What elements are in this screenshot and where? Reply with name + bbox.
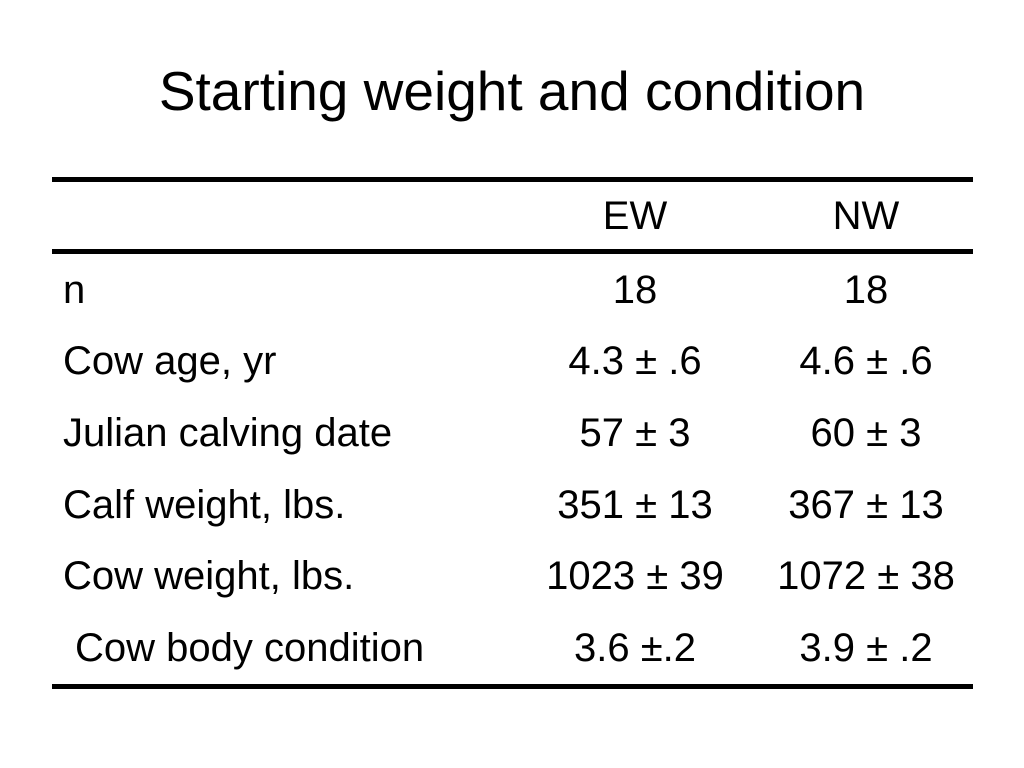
cell-nw: 4.6 ± .6 — [799, 339, 933, 384]
cell-nw: 60 ± 3 — [810, 411, 922, 456]
table-row-cow-weight: Cow weight, lbs. 1023 ± 39 1072 ± 38 — [52, 541, 973, 613]
table-header-rule — [52, 249, 973, 254]
column-header-ew: EW — [602, 193, 668, 238]
cell-ew: 18 — [612, 267, 658, 312]
table-top-rule — [52, 177, 973, 182]
cell-nw: 367 ± 13 — [788, 482, 944, 527]
row-label: Cow body condition — [75, 626, 425, 671]
row-label: Calf weight, lbs. — [63, 482, 346, 527]
cell-ew: 1023 ± 39 — [546, 554, 724, 599]
row-label: Cow age, yr — [63, 339, 277, 384]
cell-nw: 1072 ± 38 — [777, 554, 955, 599]
table-row-calf-weight: Calf weight, lbs. 351 ± 13 367 ± 13 — [52, 469, 973, 541]
row-label: Julian calving date — [63, 411, 393, 456]
column-header-nw: NW — [832, 193, 900, 238]
cell-nw: 18 — [843, 267, 889, 312]
cell-ew: 3.6 ±.2 — [573, 626, 697, 671]
table-row-cow-age: Cow age, yr 4.3 ± .6 4.6 ± .6 — [52, 326, 973, 398]
table-row-n: n 18 18 — [52, 254, 973, 326]
cell-ew: 4.3 ± .6 — [568, 339, 702, 384]
table-row-julian-calving-date: Julian calving date 57 ± 3 60 ± 3 — [52, 397, 973, 469]
table-bottom-rule — [52, 683, 973, 689]
row-label: Cow weight, lbs. — [63, 554, 355, 599]
table-header-row: EW NW — [52, 182, 973, 249]
table-row-cow-body-condition: Cow body condition 3.6 ±.2 3.9 ± .2 — [52, 612, 973, 684]
data-table: EW NW n 18 18 Cow age, yr 4.3 ± .6 4.6 ±… — [52, 177, 973, 689]
row-label: n — [63, 267, 86, 312]
slide-title: Starting weight and condition — [158, 60, 866, 122]
cell-ew: 57 ± 3 — [579, 411, 691, 456]
cell-ew: 351 ± 13 — [557, 482, 713, 527]
cell-nw: 3.9 ± .2 — [799, 626, 933, 671]
